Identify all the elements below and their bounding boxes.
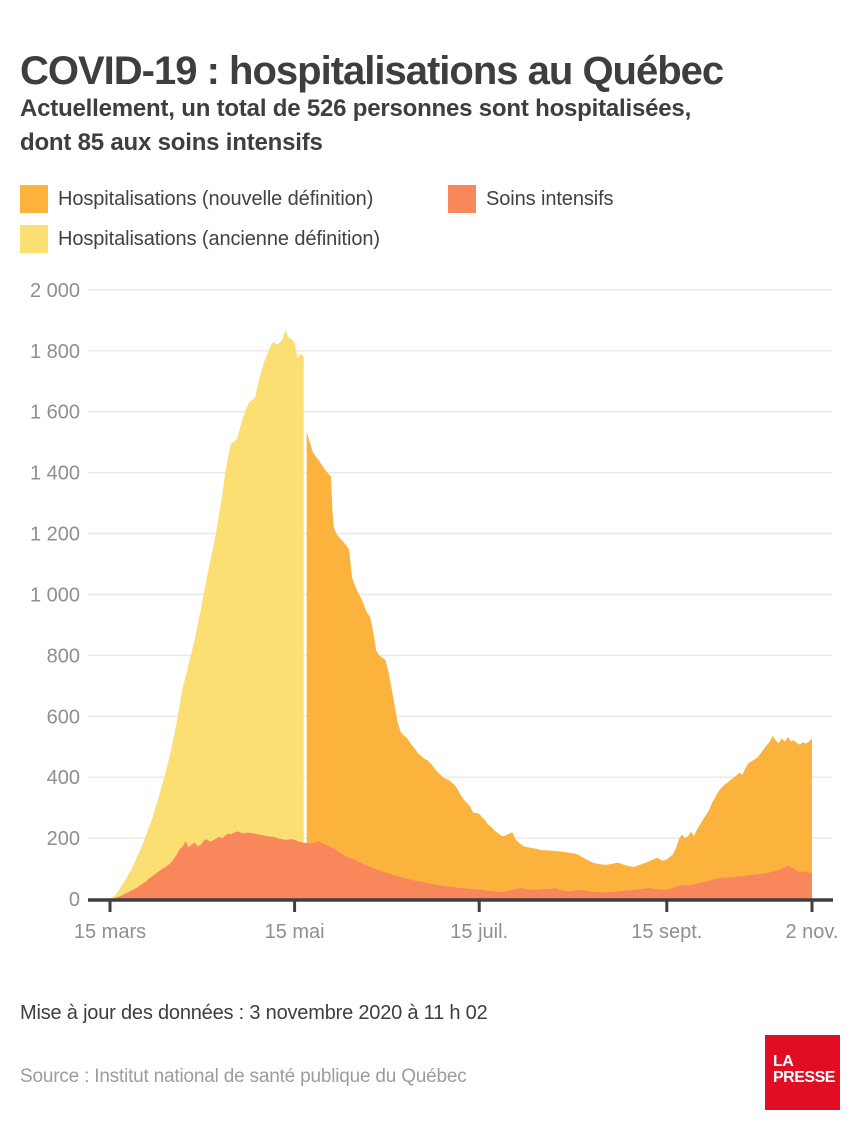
- lapresse-logo: LA PRESSE: [765, 1035, 840, 1110]
- y-axis-label: 1 200: [30, 524, 80, 546]
- area-hospitalisations-ancienne-definition: [110, 330, 304, 900]
- area-hospitalisations-nouvelle-definition: [306, 431, 812, 900]
- page-title: COVID-19 : hospitalisations au Québec: [20, 48, 724, 93]
- y-axis-label: 0: [69, 889, 80, 911]
- legend-label: Soins intensifs: [486, 187, 614, 210]
- y-axis-label: 1 600: [30, 402, 80, 424]
- y-axis-label: 600: [47, 706, 80, 728]
- legend-item-hospitalisations-ancienne: Hospitalisations (ancienne définition): [20, 225, 380, 253]
- y-axis-label: 2 000: [30, 280, 80, 302]
- y-axis-label: 800: [47, 645, 80, 667]
- lapresse-logo-line1: LA: [773, 1053, 794, 1070]
- y-axis-label: 200: [47, 828, 80, 850]
- legend-item-soins-intensifs: Soins intensifs: [448, 185, 614, 213]
- chart-subtitle: Actuellement, un total de 526 personnes …: [20, 92, 780, 160]
- legend-item-hospitalisations-nouvelle: Hospitalisations (nouvelle définition): [20, 185, 373, 213]
- source-note: Source : Institut national de santé publ…: [20, 1066, 467, 1087]
- update-note: Mise à jour des données : 3 novembre 202…: [20, 1002, 488, 1024]
- x-axis-label: 2 nov.: [786, 921, 839, 943]
- x-axis-label: 15 juil.: [450, 921, 508, 943]
- area-soins-intensifs: [110, 831, 812, 900]
- legend-label: Hospitalisations (ancienne définition): [58, 227, 380, 250]
- lapresse-logo-line2: PRESSE: [773, 1069, 835, 1086]
- chart-subtitle-line2: dont 85 aux soins intensifs: [20, 129, 323, 156]
- x-axis-label: 15 mai: [265, 921, 325, 943]
- legend-swatch-nouvelle-definition: [20, 185, 48, 213]
- legend-swatch-soins-intensifs: [448, 185, 476, 213]
- y-axis-label: 1 400: [30, 463, 80, 485]
- chart-subtitle-line1: Actuellement, un total de 526 personnes …: [20, 95, 692, 122]
- y-axis-label: 1 800: [30, 341, 80, 363]
- y-axis-label: 1 000: [30, 585, 80, 607]
- legend-label: Hospitalisations (nouvelle définition): [58, 187, 374, 210]
- x-axis-label: 15 mars: [74, 921, 146, 943]
- legend-swatch-ancienne-definition: [20, 225, 48, 253]
- x-axis-label: 15 sept.: [631, 921, 702, 943]
- y-axis-label: 400: [47, 767, 80, 789]
